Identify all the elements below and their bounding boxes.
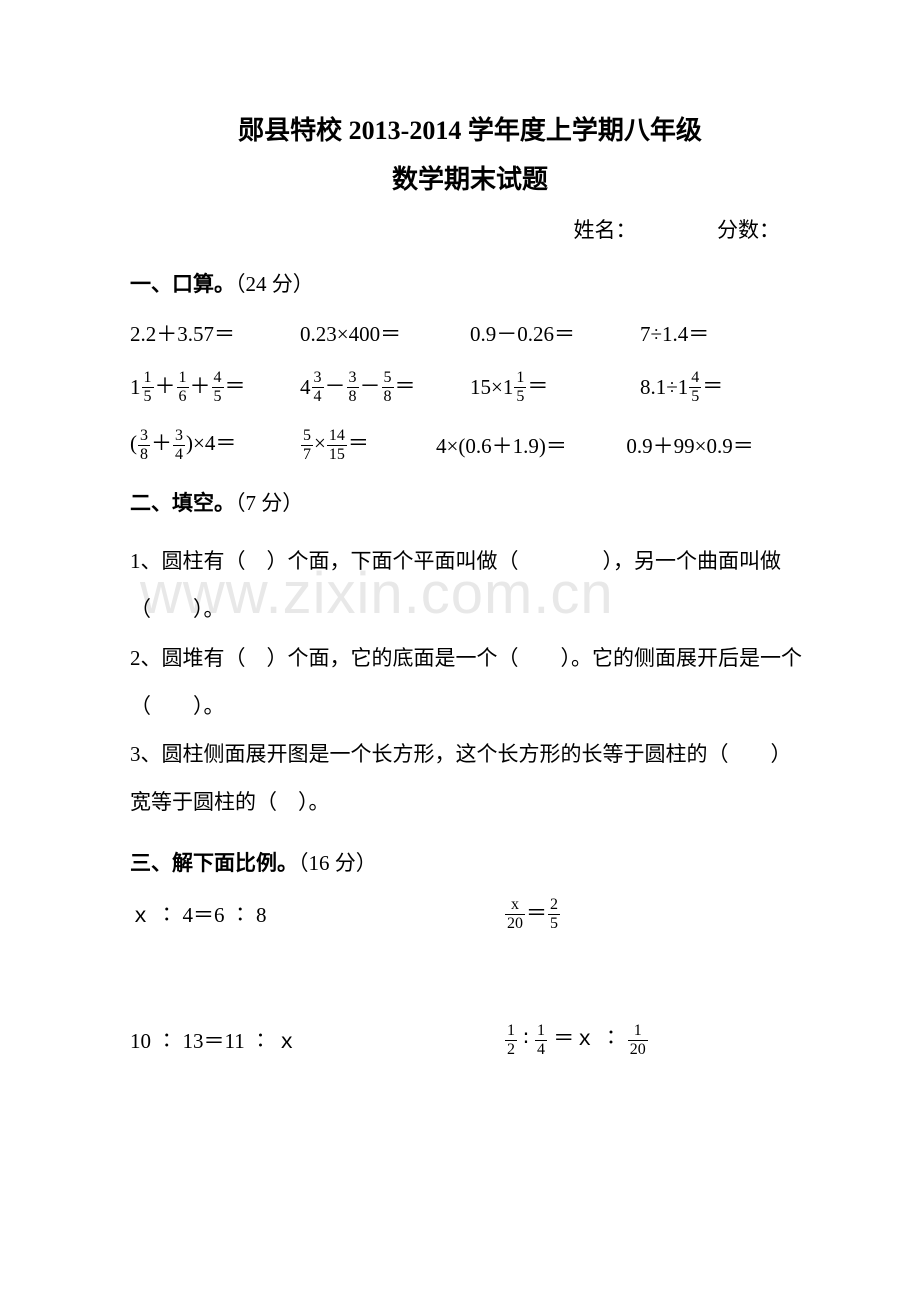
- eq: ＝: [702, 374, 723, 398]
- paren: (: [130, 431, 137, 455]
- page: 郧县特校 2013-2014 学年度上学期八年级 数学期末试题 姓名： 分数： …: [0, 0, 920, 1058]
- title-line-1: 郧县特校 2013-2014 学年度上学期八年级: [130, 110, 810, 147]
- q-1-4: 7÷1.4＝: [640, 318, 810, 348]
- op: ＋: [155, 374, 176, 398]
- ratio-q2: x20＝25: [504, 897, 810, 933]
- eq-x: ＝ｘ ∶: [553, 1026, 621, 1050]
- section-3-points: （16 分）: [298, 851, 377, 875]
- rest: )×4＝: [186, 431, 236, 455]
- fraction: 12: [505, 1023, 517, 1058]
- section-1-title: 一、口算。: [130, 272, 235, 296]
- op: －: [325, 374, 346, 398]
- q-3-2: 57×1415＝: [300, 427, 436, 463]
- q-2-1: 115＋16＋45＝: [130, 370, 300, 406]
- section-2-title: 二、填空。: [130, 491, 235, 515]
- section-2-head: 二、填空。（7 分）: [130, 485, 810, 523]
- eq: ＝: [527, 374, 548, 398]
- q-1-3: 0.9－0.26＝: [470, 318, 640, 348]
- fraction: 34: [173, 428, 185, 463]
- q-1-2: 0.23×400＝: [300, 318, 470, 348]
- fraction: 57: [301, 428, 313, 463]
- fraction: 58: [382, 370, 394, 405]
- fraction: 25: [548, 897, 560, 932]
- name-label: 姓名：: [574, 218, 637, 242]
- fraction: 15: [514, 370, 526, 405]
- eq: ＝: [225, 374, 246, 398]
- ratio-row-2: 10 ∶ 13＝11 ∶ ｘ 12 ∶ 14 ＝ｘ ∶ 120: [130, 1022, 810, 1058]
- q-2-2: 434－38－58＝: [300, 370, 470, 406]
- calc-row-3: (38＋34)×4＝ 57×1415＝ 4×(0.6＋1.9)＝ 0.9＋99×…: [130, 427, 810, 463]
- fraction: x20: [505, 897, 525, 932]
- fraction: 14: [535, 1023, 547, 1058]
- fill-q3: 3、圆柱侧面展开图是一个长方形，这个长方形的长等于圆柱的（ ）宽等于圆柱的（ ）…: [130, 730, 810, 827]
- section-2-points: （7 分）: [235, 491, 303, 515]
- fraction: 45: [689, 370, 701, 405]
- int-part: 1: [130, 375, 141, 400]
- ratio-q4: 12 ∶ 14 ＝ｘ ∶ 120: [504, 1022, 810, 1058]
- fraction: 34: [312, 370, 324, 405]
- q-3-1: (38＋34)×4＝: [130, 427, 300, 463]
- section-3-head: 三、解下面比例。（16 分）: [130, 845, 810, 883]
- fraction: 16: [177, 370, 189, 405]
- score-label: 分数：: [717, 218, 780, 242]
- ratio-row-1: ｘ ∶ 4＝6 ∶ 8 x20＝25: [130, 897, 810, 933]
- calc-row-1: 2.2＋3.57＝ 0.23×400＝ 0.9－0.26＝ 7÷1.4＝: [130, 318, 810, 348]
- op: ＋: [151, 431, 172, 455]
- section-1-head: 一、口算。（24 分）: [130, 266, 810, 304]
- fill-q1: 1、圆柱有（ ）个面，下面个平面叫做（ ），另一个曲面叫做（ ）。: [130, 537, 810, 634]
- q-1-1: 2.2＋3.57＝: [130, 318, 300, 348]
- eq: ＝: [348, 431, 369, 455]
- q-2-3: 15×115＝: [470, 370, 640, 406]
- eq: ＝: [526, 901, 547, 925]
- q-2-4: 8.1÷145＝: [640, 370, 810, 406]
- txt: 8.1÷1: [640, 375, 688, 400]
- fraction: 38: [347, 370, 359, 405]
- fraction: 1415: [327, 428, 347, 463]
- q-3-3: 4×(0.6＋1.9)＝: [436, 430, 626, 460]
- title-line-2: 数学期末试题: [130, 159, 810, 196]
- q-3-4: 0.9＋99×0.9＝: [626, 430, 810, 460]
- fraction: 15: [142, 370, 154, 405]
- section-3-title: 三、解下面比例。: [130, 851, 298, 875]
- fraction: 38: [138, 428, 150, 463]
- fraction: 45: [212, 370, 224, 405]
- ratio-q1: ｘ ∶ 4＝6 ∶ 8: [130, 899, 504, 929]
- ratio-q3: 10 ∶ 13＝11 ∶ ｘ: [130, 1025, 504, 1055]
- fraction: 120: [628, 1023, 648, 1058]
- fill-q2: 2、圆堆有（ ）个面，它的底面是一个（ ）。它的侧面展开后是一个（ ）。: [130, 634, 810, 731]
- op: ＋: [190, 374, 211, 398]
- int-part: 4: [300, 375, 311, 400]
- colon: ∶: [523, 1026, 528, 1050]
- calc-row-2: 115＋16＋45＝ 434－38－58＝ 15×115＝ 8.1÷145＝: [130, 370, 810, 406]
- op: －: [360, 374, 381, 398]
- name-score-line: 姓名： 分数：: [130, 214, 810, 244]
- txt: 15×1: [470, 375, 513, 400]
- op: ×: [314, 431, 326, 455]
- eq: ＝: [395, 374, 416, 398]
- section-1-points: （24 分）: [235, 272, 314, 296]
